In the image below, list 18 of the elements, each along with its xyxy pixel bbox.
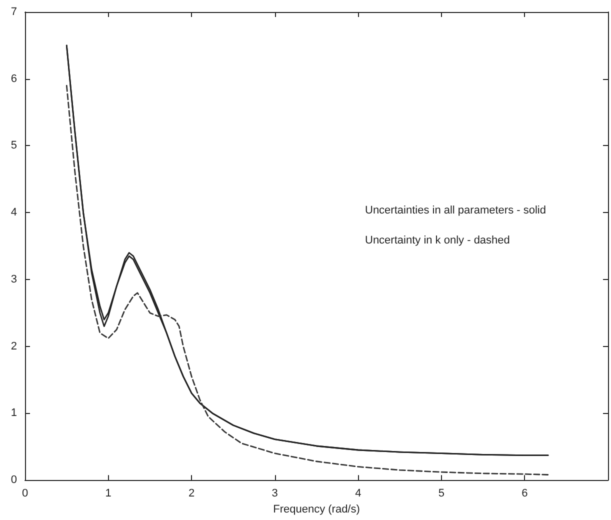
x-tick-label: 4 — [355, 488, 362, 500]
y-tick-label: 6 — [10, 72, 17, 85]
y-tick-label: 2 — [10, 340, 17, 352]
y-tick-label: 5 — [10, 140, 17, 152]
y-tick-label: 1 — [10, 407, 17, 420]
y-tick-label: 4 — [10, 206, 17, 219]
x-tick-label: 2 — [188, 488, 195, 500]
y-tick-label: 7 — [10, 6, 17, 18]
annotation: Uncertainty in k only - dashed — [365, 234, 510, 246]
x-tick-label: 1 — [105, 488, 112, 500]
y-tick-label: 3 — [10, 273, 17, 286]
x-tick-label: 3 — [272, 488, 278, 500]
x-axis-title: Frequency (rad/s) — [273, 504, 360, 516]
x-tick-label: 0 — [22, 488, 28, 500]
annotation: Uncertainties in all parameters - solid — [365, 204, 546, 216]
x-tick-label: 5 — [438, 488, 444, 500]
y-tick-label: 0 — [10, 474, 17, 486]
x-tick-label: 6 — [522, 488, 528, 500]
